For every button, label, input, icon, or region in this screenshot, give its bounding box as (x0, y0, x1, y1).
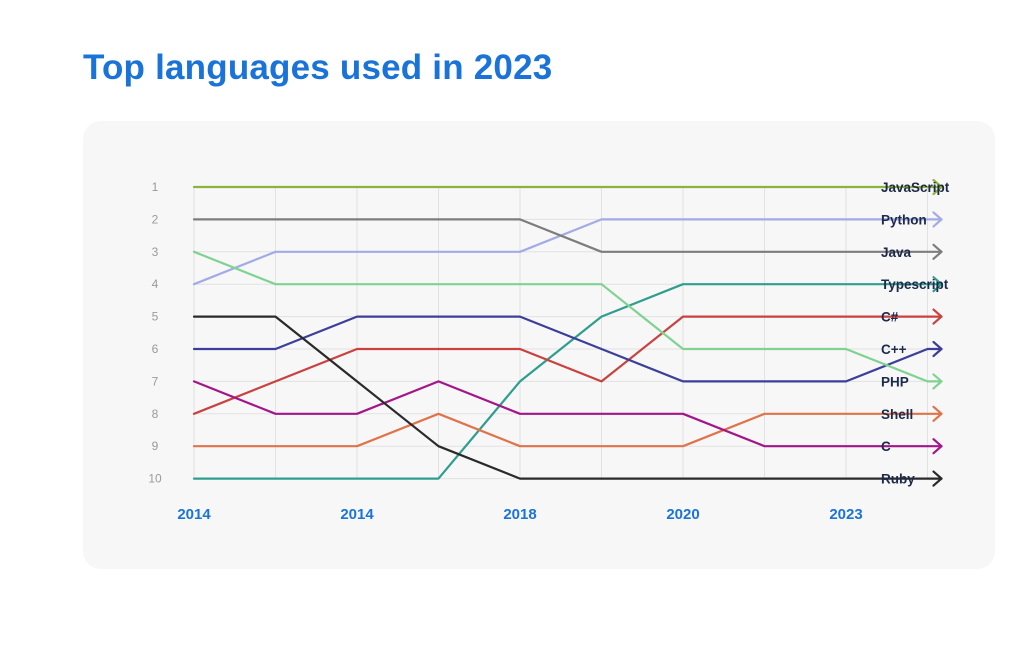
series-labels: JavaScript Python Java Typescript C# C++ PHP Sh… (881, 180, 950, 487)
year-tick-label: 2014 (340, 506, 374, 523)
series-label-csharp: C# (881, 310, 899, 325)
series-line-csharp (192, 315, 943, 415)
series-label-typescript: Typescript (881, 277, 949, 292)
series-lines (192, 178, 943, 487)
series-arrow-java (932, 243, 943, 260)
series-arrow-cpp (932, 340, 943, 358)
rank-tick-label: 6 (152, 342, 159, 356)
series-label-javascript: JavaScript (881, 180, 950, 195)
series-label-php: PHP (881, 374, 909, 389)
year-tick-label: 2023 (829, 506, 862, 523)
series-arrow-c (932, 438, 943, 455)
series-line-ruby (192, 315, 943, 480)
year-tick-label: 2020 (666, 506, 699, 523)
rank-tick-label: 4 (152, 277, 159, 291)
year-tick-label: 2014 (177, 506, 211, 523)
series-arrow-php (932, 373, 943, 390)
series-label-java: Java (881, 245, 912, 260)
bump-chart: 1 2 3 4 5 6 7 8 9 10 JavaScript Python Java Typescri… (148, 178, 950, 523)
series-line-typescript (192, 283, 943, 480)
series-arrow-csharp (932, 308, 943, 325)
year-tick-label: 2018 (503, 506, 536, 523)
rank-tick-label: 7 (152, 374, 159, 388)
rank-tick-label: 2 (152, 212, 159, 226)
rank-tick-label: 1 (152, 180, 159, 194)
rank-tick-label: 5 (152, 310, 159, 324)
series-line-java (192, 218, 943, 253)
series-arrow-typescript (932, 276, 943, 293)
series-label-python: Python (881, 212, 927, 227)
series-label-shell: Shell (881, 407, 913, 422)
chart-title: Top languages used in 2023 (83, 48, 553, 87)
series-line-c (192, 380, 943, 448)
rank-tick-label: 10 (148, 472, 162, 486)
chart-card: 1 2 3 4 5 6 7 8 9 10 JavaScript Python Java Typescri… (83, 121, 995, 569)
series-line-php (192, 250, 943, 383)
series-arrow-python (932, 211, 943, 228)
series-arrow-ruby (932, 470, 943, 487)
series-label-cpp: C++ (881, 342, 907, 357)
series-arrow-shell (932, 405, 943, 422)
series-arrow-javascript (932, 178, 943, 196)
rank-axis: 1 2 3 4 5 6 7 8 9 10 (148, 180, 162, 486)
rank-tick-label: 9 (152, 439, 159, 453)
series-line-shell (192, 412, 943, 448)
year-axis: 2014 2014 2018 2020 2023 (177, 506, 862, 523)
series-line-python (192, 218, 943, 286)
series-label-c: C (881, 439, 891, 454)
series-line-cpp (192, 315, 943, 383)
series-label-ruby: Ruby (881, 472, 915, 487)
rank-tick-label: 3 (152, 245, 159, 259)
rank-tick-label: 8 (152, 407, 159, 421)
